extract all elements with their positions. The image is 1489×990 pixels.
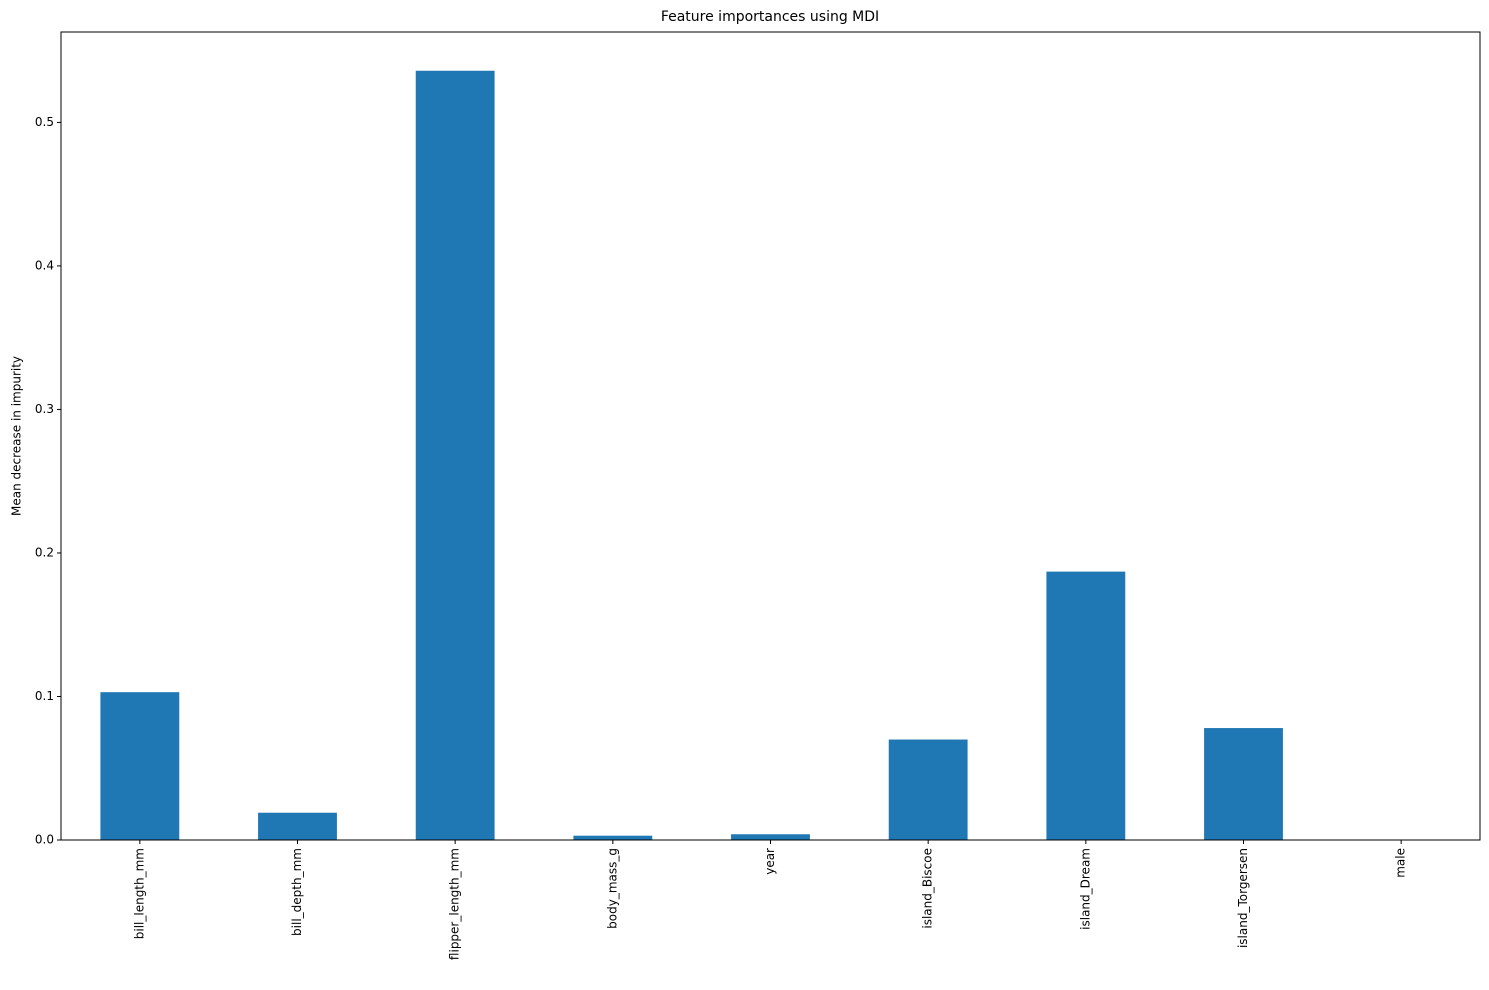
bar [888,739,968,840]
bar [1046,571,1126,840]
x-tick-label: flipper_length_mm [448,848,462,960]
y-tick-label: 0.4 [35,258,54,272]
bar [258,812,337,840]
x-tick-label: island_Biscoe [921,848,935,929]
bar [1204,728,1283,840]
y-tick-label: 0.1 [35,689,54,703]
chart-title: Feature importances using MDI [661,9,879,25]
x-tick-label: year [763,848,777,875]
x-tick-label: island_Torgersen [1236,848,1250,948]
x-tick-label: bill_length_mm [132,848,146,939]
x-tick-label: bill_depth_mm [290,848,304,936]
y-tick-label: 0.3 [35,402,54,416]
x-tick-label: island_Dream [1078,848,1092,930]
bar [415,70,495,840]
y-tick-label: 0.2 [35,545,54,559]
bar [731,834,810,840]
bar [573,835,653,840]
y-tick-label: 0.5 [35,115,54,129]
bar [100,692,180,840]
x-tick-label: male [1394,848,1408,878]
y-axis-label: Mean decrease in impurity [10,356,24,516]
x-tick-label: body_mass_g [605,848,619,929]
plot-frame [60,31,1481,841]
y-tick-label: 0.0 [35,833,54,847]
